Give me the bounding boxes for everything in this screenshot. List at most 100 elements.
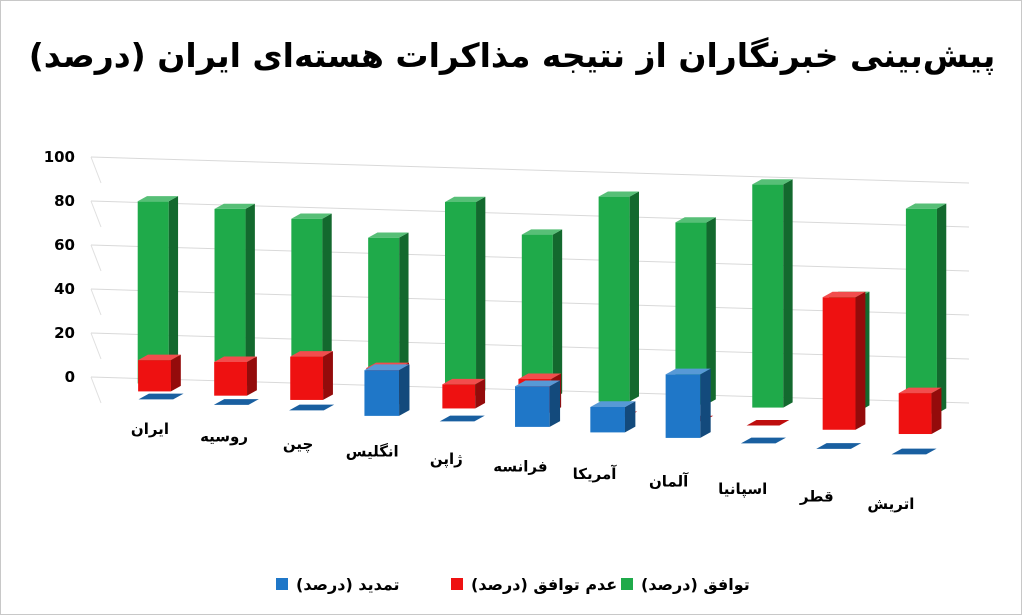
bar-front (822, 297, 856, 430)
bar-top (368, 232, 409, 238)
bar-1-8 (746, 420, 790, 426)
category-label: اسپانیا (718, 480, 767, 499)
bar-base (816, 443, 862, 449)
y-axis-ticks: 0 20 40 60 80 100 (44, 148, 75, 386)
y-tick-label: 100 (44, 148, 75, 166)
bar-top (898, 387, 942, 394)
legend-swatch (451, 578, 463, 590)
bar-top (518, 373, 562, 379)
bar-0-6 (590, 401, 636, 433)
bar-1-2 (290, 351, 333, 400)
category-label: آلمان (649, 472, 689, 490)
bar-top (521, 229, 563, 235)
legend: تمدید (درصد) عدم توافق (درصد) توافق (درصد) (276, 575, 750, 594)
gridline-side (90, 376, 102, 404)
bar-front (137, 201, 169, 384)
bar-side (931, 387, 942, 435)
bar-base (746, 420, 790, 426)
category-label: آمریکا (573, 465, 618, 483)
bar-1-4 (442, 378, 486, 409)
bar-top (515, 380, 561, 387)
category-label: روسیه (200, 427, 248, 445)
category-label: چین (283, 435, 313, 454)
y-tick-label: 20 (54, 324, 75, 342)
bar-side (552, 229, 563, 399)
bar-side (855, 291, 866, 430)
gridline-side (90, 156, 102, 184)
bar-0-0 (138, 393, 184, 400)
bar-top (364, 364, 410, 371)
bar-side (245, 203, 255, 387)
bar-side (323, 351, 333, 400)
bar-side (322, 213, 332, 390)
bar-front (752, 184, 784, 408)
category-label: ایران (131, 420, 169, 438)
legend-item: عدم توافق (درصد) (451, 575, 617, 594)
y-tick-label: 0 (65, 368, 75, 386)
bar-2-0 (137, 196, 179, 384)
bars (137, 179, 947, 455)
bar-base (138, 393, 184, 400)
gridline-side (90, 288, 102, 316)
bar-base (891, 448, 937, 455)
bar-front (138, 360, 171, 392)
bar-front (444, 201, 477, 396)
bar-top (137, 196, 179, 202)
bar-2-5 (521, 229, 563, 399)
bar-top (291, 213, 332, 219)
bar-top (590, 401, 636, 407)
bar-0-5 (515, 380, 561, 427)
bar-front (364, 370, 400, 416)
bar-front (515, 386, 550, 427)
bar-1-1 (214, 356, 257, 396)
bar-front (665, 374, 701, 438)
bar-top (214, 203, 255, 209)
bar-0-7 (665, 368, 711, 438)
bar-side (475, 378, 486, 409)
bar-1-10 (898, 387, 942, 435)
bar-front (905, 208, 937, 414)
bar-top (214, 356, 257, 362)
gridline-side (90, 332, 102, 360)
legend-swatch (621, 578, 633, 590)
bar-side (783, 179, 793, 408)
bar-side (399, 232, 409, 393)
category-label: اتریش (867, 495, 914, 513)
bar-side (399, 364, 410, 416)
y-tick-label: 80 (54, 192, 75, 210)
bar-2-10 (905, 203, 947, 414)
bar-top (290, 351, 333, 357)
bar-top (675, 217, 716, 223)
bar-base (213, 399, 259, 405)
category-label: فرانسه (493, 457, 547, 475)
bar-side (700, 368, 711, 438)
legend-label: عدم توافق (درصد) (471, 575, 617, 594)
category-label: ژاپن (430, 450, 463, 469)
bar-0-9 (816, 443, 862, 449)
category-labels: ایران روسیه چین انگلیس ژاپن فرانسه آمریکا آلمان… (131, 420, 914, 513)
bar-front (442, 384, 476, 409)
bar-side (624, 401, 636, 433)
bar-side (549, 380, 561, 427)
bar-front (598, 196, 630, 402)
bar-base (740, 437, 786, 444)
bar-side (168, 196, 179, 384)
bar-1-0 (138, 354, 181, 392)
bar-2-6 (598, 191, 639, 402)
bar-top (905, 203, 947, 209)
legend-label: توافق (درصد) (641, 575, 750, 594)
gridline-side (90, 244, 102, 272)
bar-0-4 (439, 415, 485, 422)
bar-front (898, 393, 932, 435)
bar-side (476, 196, 486, 396)
legend-item: تمدید (درصد) (276, 575, 400, 594)
bar-top (752, 179, 793, 185)
bar-side (706, 217, 716, 405)
legend-swatch (276, 578, 288, 590)
bar-0-2 (289, 404, 335, 411)
category-label: انگلیس (346, 442, 399, 460)
bar-front (290, 356, 324, 400)
bar-top (442, 378, 486, 385)
